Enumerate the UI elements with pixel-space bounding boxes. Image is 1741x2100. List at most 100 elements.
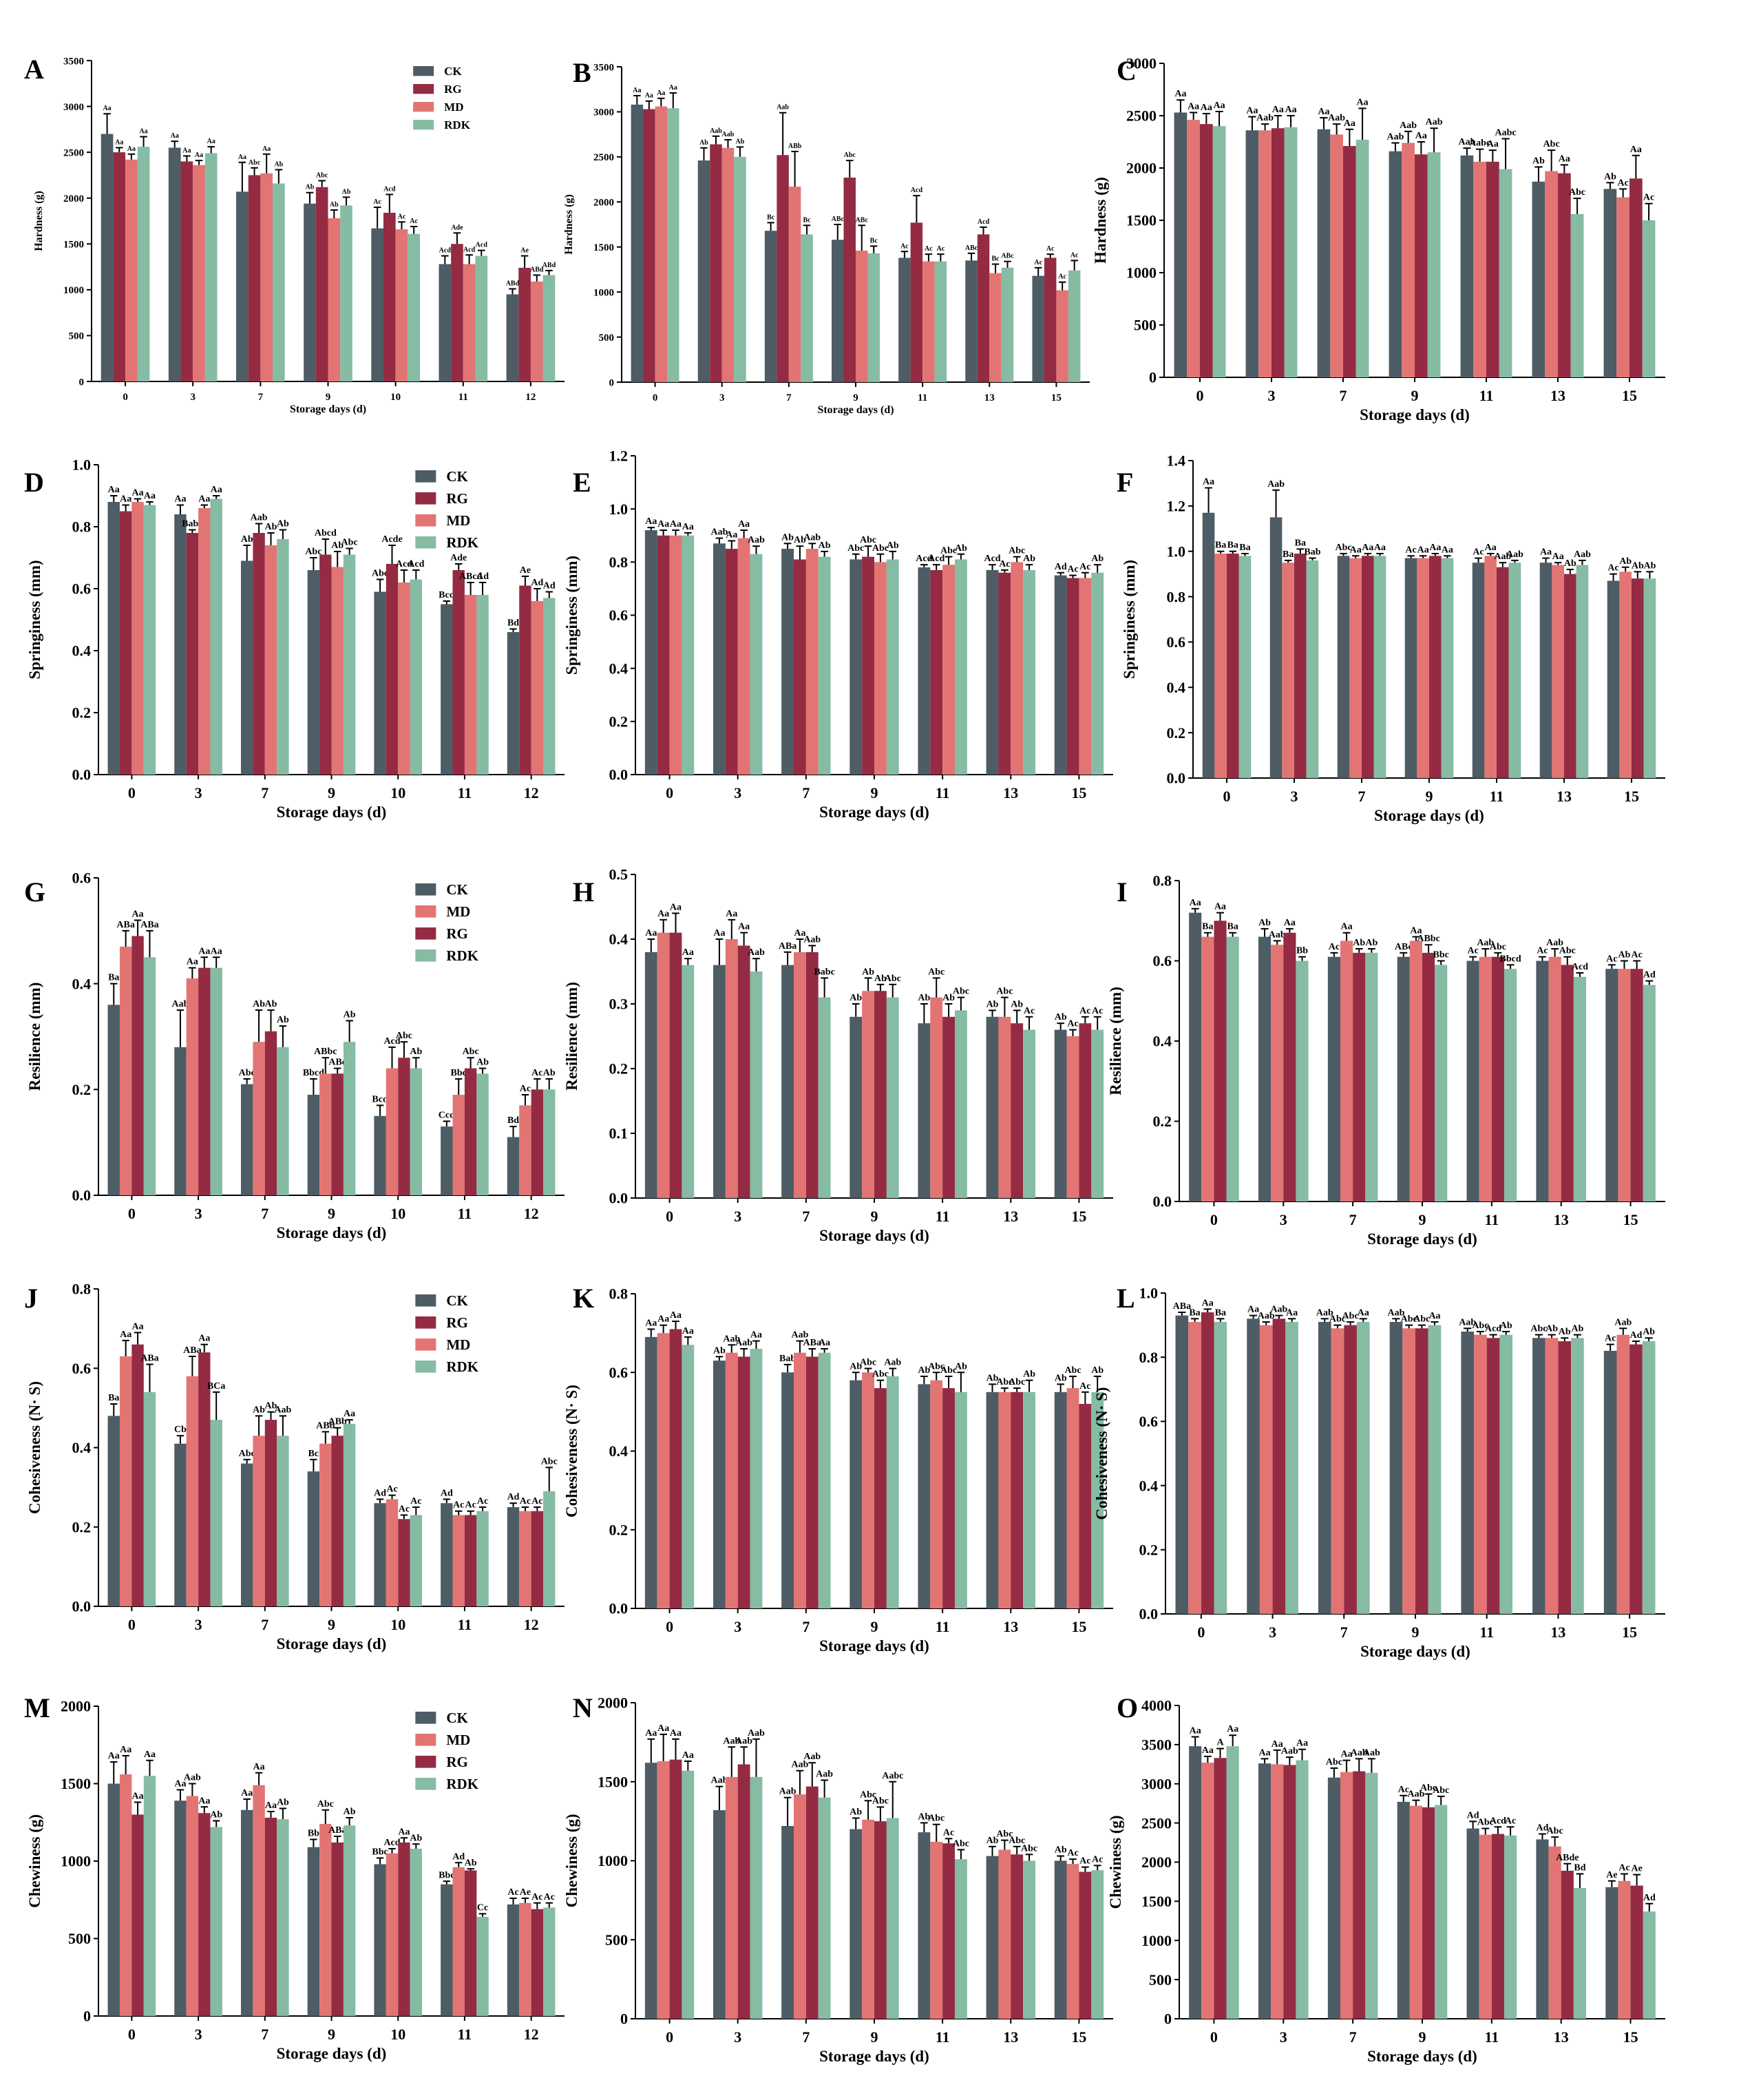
y-tick-label: 1000 bbox=[598, 1852, 628, 1869]
bar-ck bbox=[850, 1380, 863, 1608]
bar-rg bbox=[1011, 1854, 1024, 2019]
bar-ck bbox=[1269, 517, 1283, 778]
significance-label: Ab bbox=[850, 1807, 862, 1818]
y-tick-label: 0.8 bbox=[609, 1285, 629, 1303]
bar-rg bbox=[1415, 1328, 1428, 1614]
chart-panel-c: C 0 500 1000 1500 2000 2500 3000 Hardness (g) Sto… bbox=[1092, 55, 1665, 423]
bar-ck bbox=[441, 1884, 453, 2016]
significance-label: Aa bbox=[657, 1314, 669, 1325]
significance-label: Ad bbox=[507, 1492, 520, 1502]
bar-rg bbox=[1214, 921, 1227, 1201]
bar-rg bbox=[1283, 1765, 1296, 2019]
bar-md bbox=[794, 952, 806, 1198]
bar-rdk bbox=[1091, 572, 1104, 775]
significance-label: Aab bbox=[722, 131, 735, 138]
significance-label: ABa bbox=[140, 920, 158, 930]
bar-rg bbox=[1497, 567, 1509, 778]
significance-label: Abc bbox=[844, 151, 856, 159]
significance-label: Acd bbox=[476, 242, 488, 249]
significance-label: Acd bbox=[408, 559, 424, 569]
panel-letter: C bbox=[1117, 55, 1137, 86]
significance-label: Aab bbox=[816, 1769, 833, 1779]
significance-label: Ac bbox=[1505, 1816, 1516, 1826]
y-tick-label: 1500 bbox=[1126, 212, 1157, 229]
legend: CK RG MD RDK bbox=[415, 468, 479, 551]
y-tick-label: 500 bbox=[1134, 317, 1157, 334]
bar-md bbox=[319, 1443, 332, 1606]
bar-ck bbox=[1258, 936, 1272, 1201]
significance-label: Ad bbox=[543, 581, 556, 591]
x-tick-label: 15 bbox=[1623, 2028, 1638, 2046]
x-tick-label: 3 bbox=[734, 784, 741, 801]
bar-ck bbox=[781, 549, 794, 775]
significance-label: Ac bbox=[1537, 946, 1548, 956]
bar-ck bbox=[307, 1471, 320, 1606]
x-tick-label: 3 bbox=[1269, 1624, 1276, 1641]
legend-swatch-rdk bbox=[415, 1361, 436, 1373]
bar-rdk bbox=[1355, 139, 1369, 377]
significance-label: Ab bbox=[955, 1361, 967, 1372]
bar-ck bbox=[307, 570, 320, 775]
bar-ck bbox=[174, 514, 187, 775]
significance-label: Abc bbox=[1543, 139, 1560, 149]
bar-rg bbox=[794, 559, 806, 775]
bar-rg bbox=[180, 161, 193, 381]
x-tick-label: 0 bbox=[666, 1208, 673, 1225]
significance-label: ABa bbox=[1173, 1301, 1191, 1312]
significance-label: Aab bbox=[803, 1752, 821, 1762]
significance-label: Ac bbox=[1067, 1848, 1078, 1858]
bar-md bbox=[725, 1352, 738, 1608]
bar-rg bbox=[874, 1388, 887, 1608]
y-tick-label: 0.8 bbox=[1153, 872, 1172, 890]
significance-label: ABc bbox=[1395, 942, 1413, 952]
significance-label: Babc bbox=[182, 519, 202, 529]
bar-rg bbox=[264, 1031, 277, 1195]
y-axis-title: Hardness (g) bbox=[563, 194, 575, 255]
legend-swatch-ck bbox=[415, 470, 436, 483]
bar-rdk bbox=[1499, 169, 1512, 377]
y-tick-label: 1500 bbox=[593, 242, 614, 253]
bar-ck bbox=[1532, 181, 1545, 377]
y-tick-label: 0.8 bbox=[1139, 1349, 1159, 1366]
bar-rg bbox=[1200, 124, 1213, 377]
x-axis-title: Storage days (d) bbox=[1367, 1230, 1477, 1248]
significance-label: Aa bbox=[1272, 105, 1284, 115]
bar-ck bbox=[781, 965, 794, 1198]
significance-label: Ab bbox=[986, 1836, 999, 1846]
bar-rg bbox=[643, 109, 655, 382]
bar-rg bbox=[131, 936, 144, 1195]
significance-label: Ab bbox=[1571, 1324, 1583, 1334]
significance-label: Aa bbox=[103, 105, 111, 112]
significance-label: Aa bbox=[657, 1723, 669, 1734]
significance-label: Aa bbox=[738, 519, 750, 529]
significance-label: Aab bbox=[1281, 1746, 1298, 1756]
significance-label: Aa bbox=[682, 1750, 694, 1761]
significance-label: Abc bbox=[1335, 543, 1351, 553]
bar-rg bbox=[1294, 554, 1307, 778]
significance-label: Aa bbox=[1417, 545, 1429, 555]
y-tick-label: 2000 bbox=[593, 198, 614, 209]
bar-rg bbox=[1362, 556, 1374, 778]
significance-label: ABc bbox=[965, 244, 978, 252]
y-tick-label: 0 bbox=[1149, 369, 1157, 386]
significance-label: Ac bbox=[1024, 1006, 1035, 1016]
bar-ck bbox=[441, 604, 453, 775]
significance-label: Bc bbox=[991, 255, 1000, 263]
x-tick-label: 12 bbox=[524, 1616, 539, 1633]
bar-md bbox=[721, 147, 735, 382]
significance-label: Acd bbox=[396, 559, 412, 569]
bar-rdk bbox=[667, 108, 679, 383]
significance-label: Ab bbox=[1365, 938, 1378, 948]
significance-label: Abc bbox=[316, 171, 328, 179]
y-tick-label: 0.2 bbox=[72, 1081, 92, 1098]
bar-rdk bbox=[1023, 1860, 1035, 2019]
significance-label: Ac bbox=[531, 1892, 542, 1902]
significance-label: Ab bbox=[342, 188, 351, 196]
significance-label: Aa bbox=[238, 154, 246, 161]
significance-label: Ac bbox=[1079, 1006, 1090, 1016]
legend-label: CK bbox=[446, 1292, 468, 1309]
bar-rdk bbox=[954, 559, 967, 775]
y-tick-label: 500 bbox=[1149, 1971, 1172, 1988]
bar-md bbox=[1271, 1764, 1284, 2019]
